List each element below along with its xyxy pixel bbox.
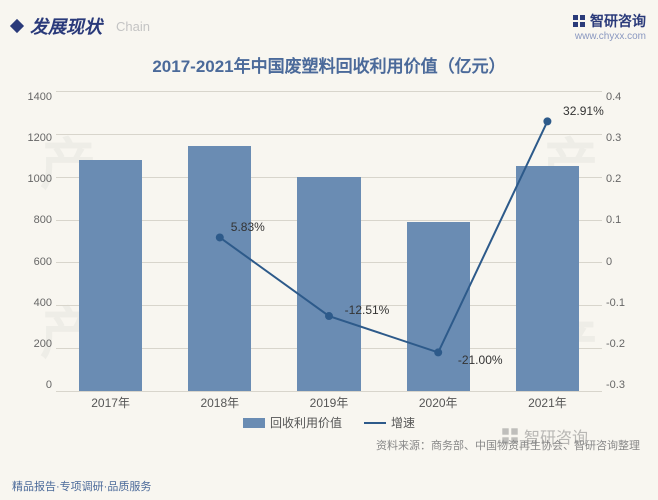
header-left: 发展现状 Chain (12, 13, 170, 39)
header-brand: 智研咨询 www.chyxx.com (572, 11, 646, 42)
gridline (56, 391, 602, 392)
line-marker (216, 233, 224, 241)
y2-tick-label: -0.2 (606, 338, 646, 350)
x-tick-label: 2018年 (165, 394, 274, 411)
y2-tick-label: 0 (606, 256, 646, 268)
header-title: 发展现状 (30, 13, 102, 39)
line-series (56, 91, 602, 391)
brand-name: 智研咨询 (590, 11, 646, 31)
line-data-label: -21.00% (458, 353, 503, 367)
y2-tick-label: 0.3 (606, 132, 646, 144)
x-tick-label: 2021年 (493, 394, 602, 411)
line-marker (434, 348, 442, 356)
legend-item-bar: 回收利用价值 (243, 414, 342, 431)
line-data-label: -12.51% (345, 303, 390, 317)
y2-tick-label: 0.2 (606, 173, 646, 185)
line-data-label: 5.83% (231, 220, 265, 234)
line-data-label: 32.91% (563, 104, 604, 118)
y1-tick-label: 600 (12, 256, 52, 268)
y2-tick-label: 0.4 (606, 91, 646, 103)
plot-area: 5.83% -12.51% -21.00% 32.91% (56, 91, 602, 391)
y2-tick-label: -0.3 (606, 379, 646, 391)
brand-logo-icon (572, 14, 586, 28)
x-tick-label: 2020年 (384, 394, 493, 411)
y1-tick-label: 200 (12, 338, 52, 350)
footer-slogan: 精品报告·专项调研·品质服务 (12, 478, 151, 494)
line-path (220, 121, 548, 352)
y1-tick-label: 1000 (12, 173, 52, 185)
legend-line-swatch (364, 422, 386, 424)
y1-axis-labels: 1400 1200 1000 800 600 400 200 0 (12, 91, 52, 391)
y1-tick-label: 1400 (12, 91, 52, 103)
y2-tick-label: 0.1 (606, 214, 646, 226)
legend-bar-swatch (243, 418, 265, 428)
y1-tick-label: 400 (12, 297, 52, 309)
legend-line-label: 增速 (391, 414, 415, 431)
line-marker (543, 117, 551, 125)
header: 发展现状 Chain 智研咨询 www.chyxx.com (12, 8, 646, 44)
legend-item-line: 增速 (364, 414, 415, 431)
chart-container: 产 产 产 产 发展现状 Chain 智研咨询 www.chyxx.com 20… (0, 0, 658, 500)
y1-tick-label: 1200 (12, 132, 52, 144)
y2-tick-label: -0.1 (606, 297, 646, 309)
x-tick-label: 2019年 (274, 394, 383, 411)
y1-tick-label: 0 (12, 379, 52, 391)
x-tick-label: 2017年 (56, 394, 165, 411)
brand-url: www.chyxx.com (575, 31, 646, 42)
chart-area: 1400 1200 1000 800 600 400 200 0 0.4 0.3 0.2 0.1 0 -… (12, 81, 646, 431)
chart-title: 2017-2021年中国废塑料回收利用价值（亿元） (12, 52, 646, 77)
source-attribution: 资料来源：商务部、中国物资再生协会、智研咨询整理 (12, 437, 646, 453)
y2-axis-labels: 0.4 0.3 0.2 0.1 0 -0.1 -0.2 -0.3 (606, 91, 646, 391)
line-marker (325, 312, 333, 320)
header-subtitle: Chain (116, 19, 150, 34)
y1-tick-label: 800 (12, 214, 52, 226)
legend-bar-label: 回收利用价值 (270, 414, 342, 431)
x-axis-labels: 2017年2018年2019年2020年2021年 (56, 394, 602, 411)
diamond-icon (10, 19, 24, 33)
